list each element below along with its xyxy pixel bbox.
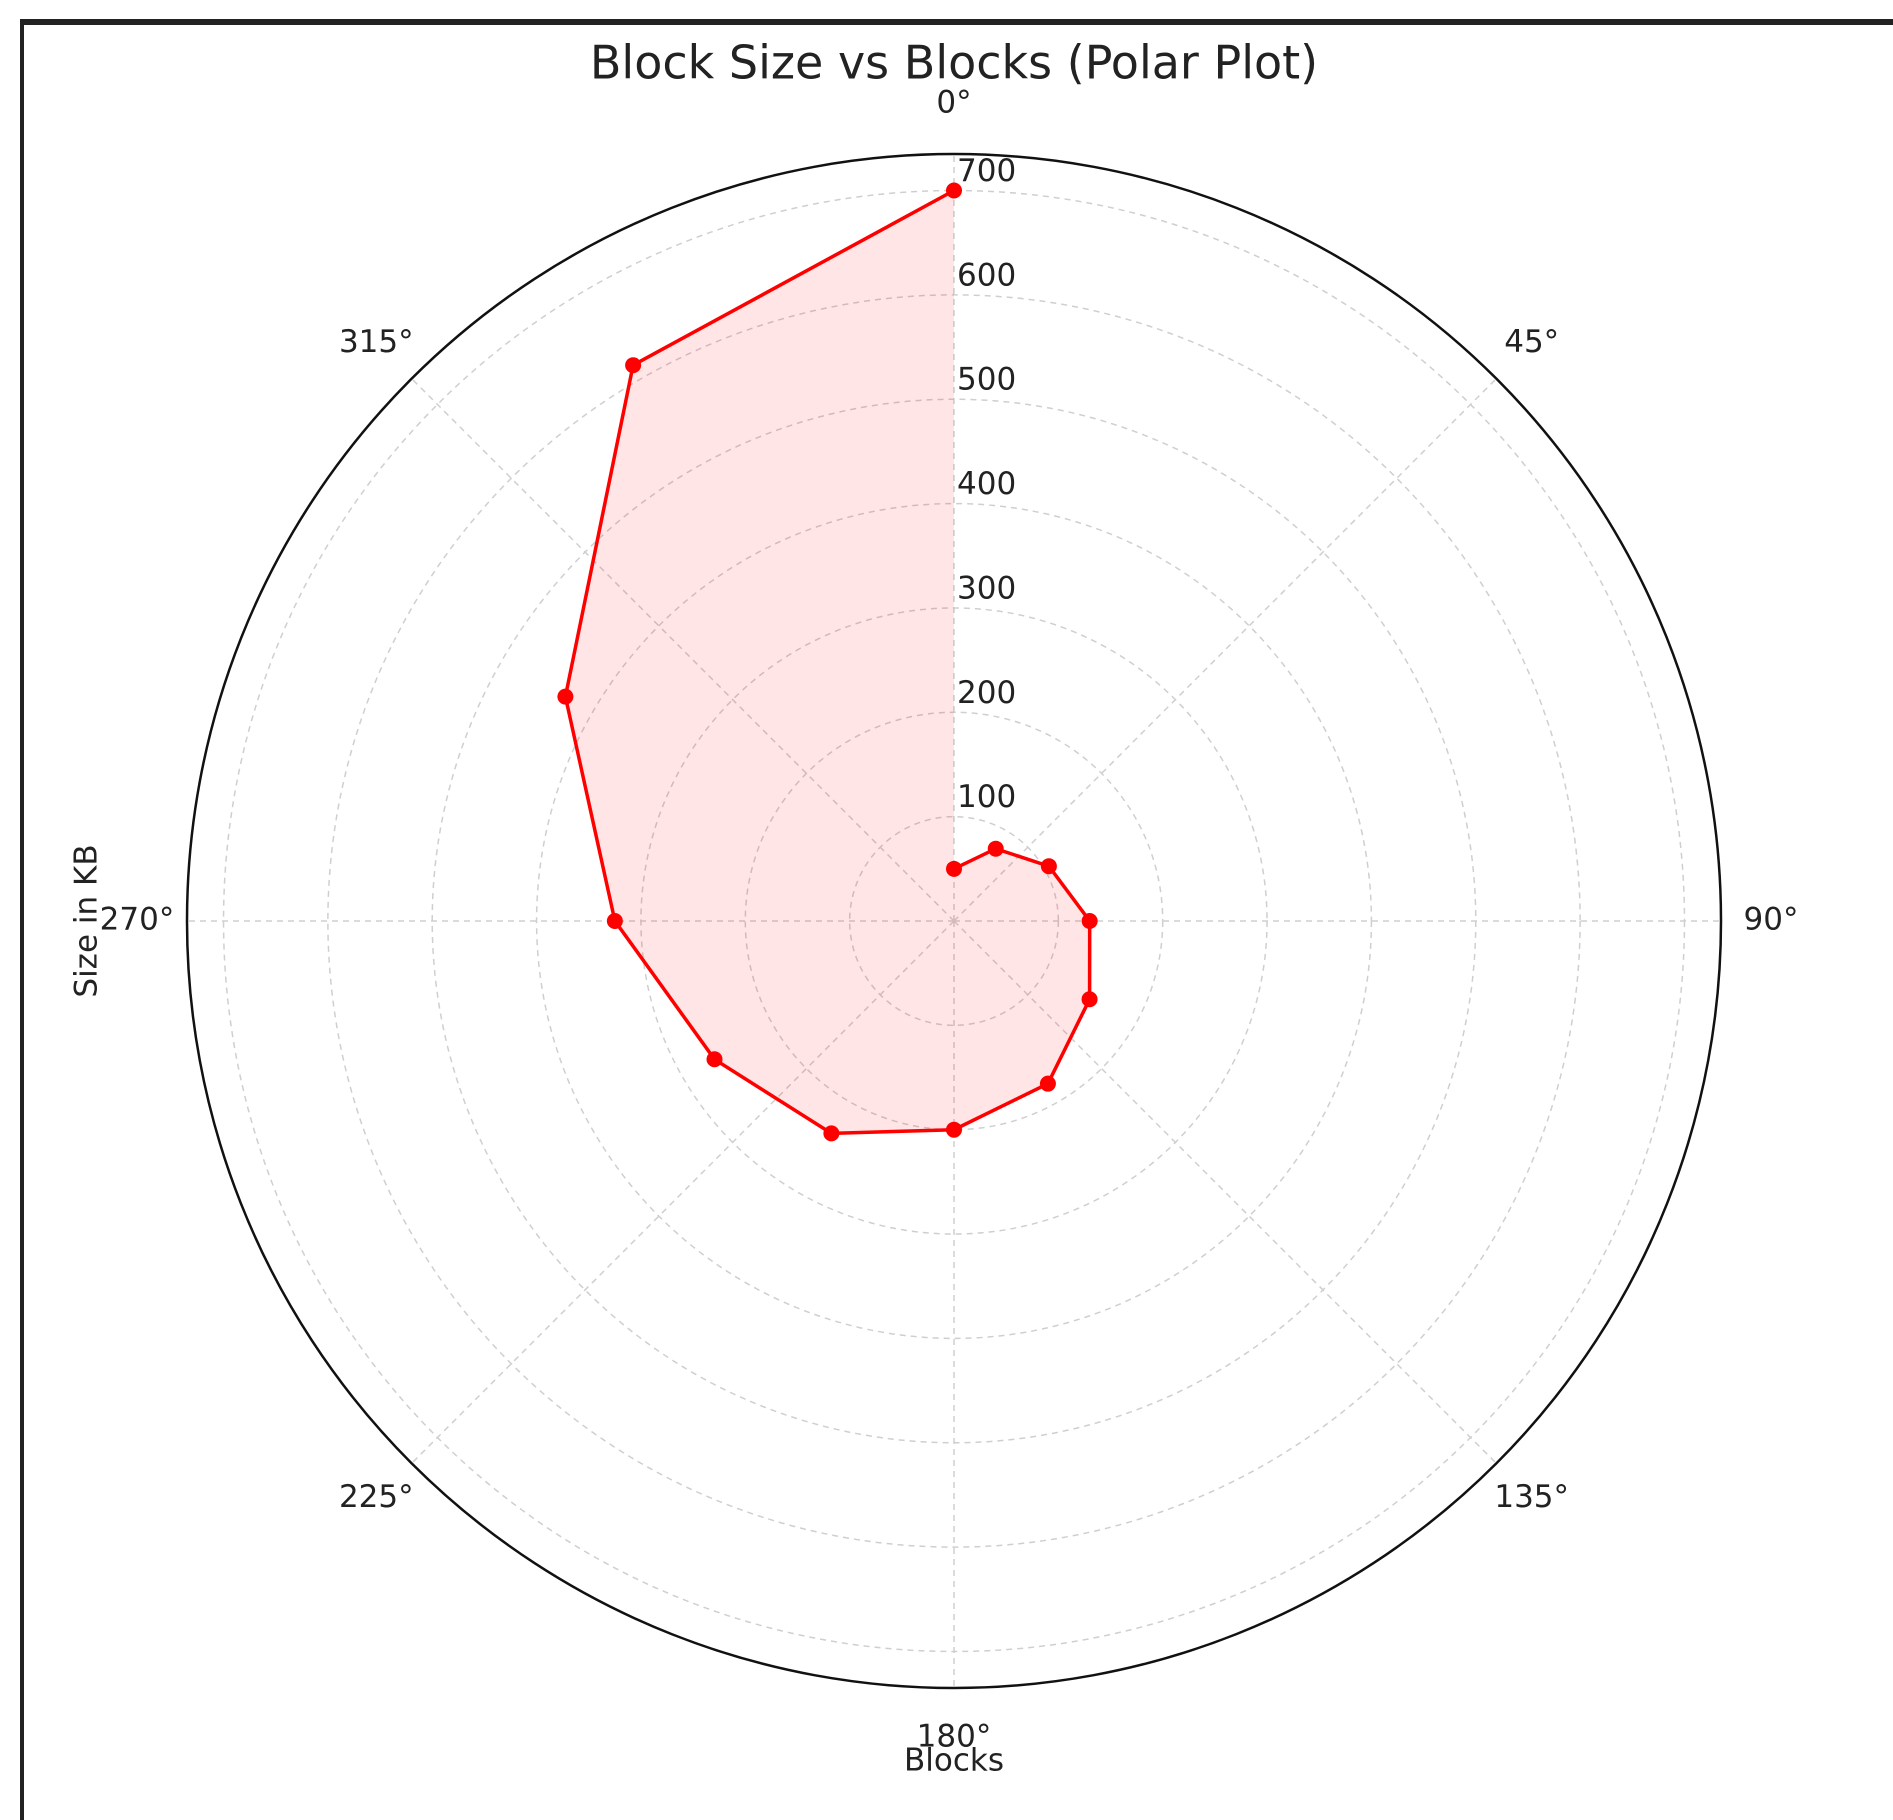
marker [946, 1121, 962, 1138]
theta-tick-label: 180° [917, 1719, 992, 1755]
marker [946, 182, 962, 199]
r-tick-label: 200 [957, 675, 1016, 711]
marker [1081, 991, 1098, 1008]
theta-tick-label: 225° [339, 1479, 414, 1515]
theta-tick-label: 90° [1744, 902, 1799, 938]
r-tick-label: 500 [957, 362, 1016, 398]
grid-ring [535, 502, 1373, 1340]
marker [625, 357, 642, 374]
grid-spoke [411, 378, 955, 922]
theta-tick-label: 0° [936, 85, 971, 121]
marker [606, 913, 623, 929]
marker [706, 1051, 723, 1068]
r-tick-label: 300 [957, 570, 1016, 606]
grid-ring [744, 711, 1164, 1131]
r-tick-label: 400 [957, 466, 1016, 502]
marker [557, 688, 574, 705]
r-tick-label: 600 [957, 257, 1016, 293]
marker [946, 860, 962, 877]
x-axis-label: Blocks [904, 1743, 1004, 1779]
marker [823, 1125, 840, 1142]
r-tick-label: 100 [957, 779, 1016, 815]
marker [1039, 1075, 1056, 1092]
area [565, 190, 1090, 1134]
chart-title: Block Size vs Blocks (Polar Plot) [590, 36, 1318, 90]
grid-spoke [953, 920, 1497, 1464]
r-tick-label: 700 [957, 153, 1016, 189]
theta-tick-label: 315° [339, 324, 414, 360]
grid-spoke [953, 378, 1497, 922]
grid-ring [327, 294, 1581, 1548]
polar-frame [185, 152, 1723, 1690]
marker [1040, 858, 1057, 875]
y-axis-label: Size in KB [69, 844, 105, 997]
theta-tick-label: 45° [1504, 324, 1559, 360]
theta-tick-label: 135° [1494, 1479, 1569, 1515]
grid-spoke [411, 920, 955, 1464]
marker [1081, 913, 1098, 929]
theta-tick-label: 270° [100, 902, 175, 938]
marker [987, 840, 1004, 857]
